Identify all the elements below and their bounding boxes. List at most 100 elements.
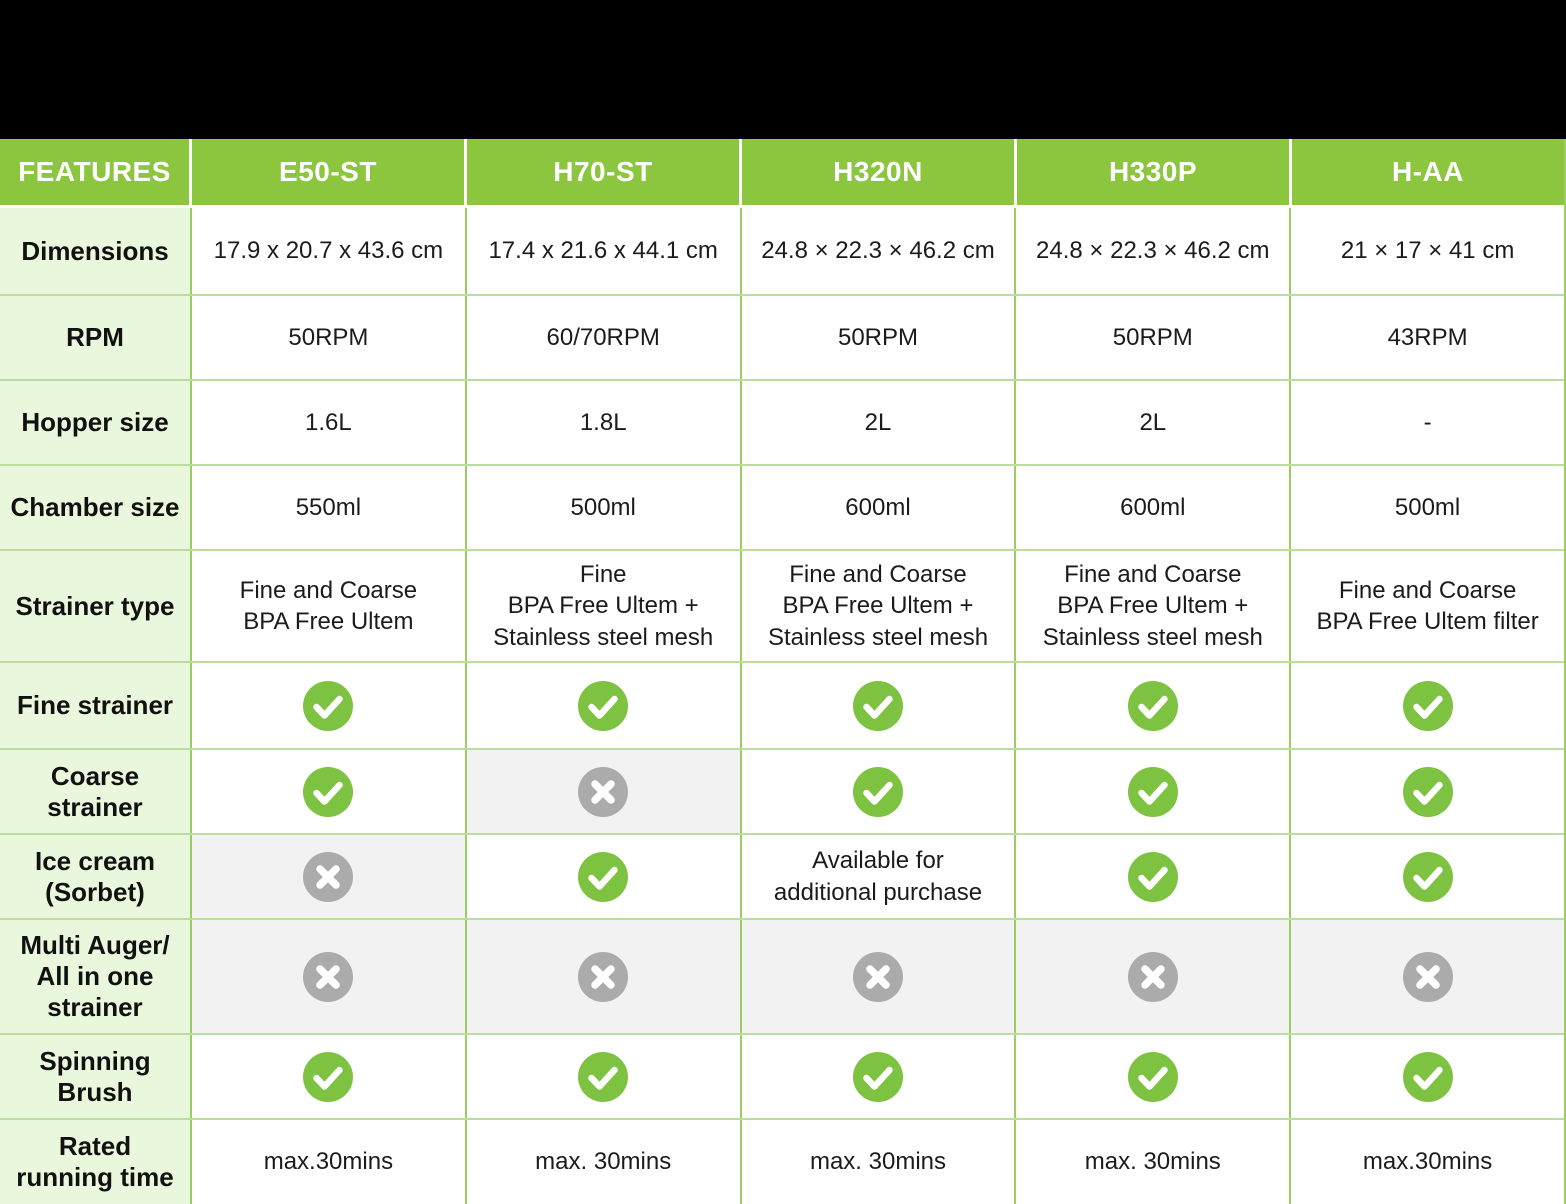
value-cell: 24.8 × 22.3 × 46.2 cm — [741, 208, 1017, 294]
cross-cell — [1016, 920, 1292, 1033]
table-row-coarse: Coarse strainer — [0, 750, 1564, 835]
value-cell: 600ml — [741, 466, 1017, 549]
value-cell: 1.6L — [192, 381, 467, 464]
value-text: 50RPM — [837, 323, 918, 351]
check-cell — [1291, 835, 1564, 918]
value-cell: Fine and Coarse BPA Free Ultem + Stainle… — [1016, 551, 1292, 661]
check-icon — [1127, 851, 1178, 902]
value-cell: Available for additional purchase — [741, 835, 1017, 918]
check-icon — [1402, 1051, 1453, 1102]
value-cell: - — [1291, 381, 1564, 464]
value-text: 50RPM — [1112, 323, 1193, 351]
table-row-rated: Rated running time max.30mins max. 30mins m… — [0, 1120, 1564, 1204]
value-cell: 2L — [1016, 381, 1292, 464]
value-cell: max. 30mins — [741, 1120, 1017, 1204]
table-row-strainer-type: Strainer type Fine and Coarse BPA Free Ul… — [0, 551, 1564, 663]
column-header-h320n: H320N — [742, 139, 1017, 205]
column-header-h-aa: H-AA — [1392, 156, 1464, 187]
value-cell: 21 × 17 × 41 cm — [1291, 208, 1564, 294]
check-cell — [741, 1035, 1017, 1118]
value-text: 500ml — [1394, 493, 1461, 521]
feature-cell-spinning: Spinning Brush — [0, 1035, 192, 1118]
table-row-fine-strainer: Fine strainer — [0, 663, 1564, 750]
check-cell — [192, 750, 467, 833]
check-icon — [1127, 680, 1178, 731]
value-text: 24.8 × 22.3 × 46.2 cm — [1036, 237, 1270, 265]
value-cell: 60/70RPM — [466, 296, 742, 379]
feature-cell-dimensions: Dimensions — [0, 208, 192, 294]
value-cell: Fine BPA Free Ultem + Stainless steel me… — [466, 551, 742, 661]
check-cell — [1291, 663, 1564, 748]
value-text: max.30mins — [1362, 1148, 1493, 1176]
table-row-multi-auger: Multi Auger/ All in one strainer — [0, 920, 1564, 1035]
check-icon — [303, 766, 354, 817]
column-header-h330p: H330P — [1017, 139, 1292, 205]
value-cell: Fine and Coarse BPA Free Ultem + Stainle… — [741, 551, 1017, 661]
cross-icon — [1402, 951, 1453, 1002]
value-cell: 50RPM — [1016, 296, 1292, 379]
check-icon — [578, 1051, 629, 1102]
cross-icon — [1127, 951, 1178, 1002]
features-header: FEATURES — [0, 139, 192, 205]
value-cell: max. 30mins — [1016, 1120, 1292, 1204]
check-cell — [741, 663, 1017, 748]
check-icon — [578, 851, 629, 902]
check-cell — [1016, 1035, 1292, 1118]
feature-cell-multi-auger: Multi Auger/ All in one strainer — [0, 920, 192, 1033]
value-text: max. 30mins — [1084, 1148, 1221, 1176]
value-text: max. 30mins — [809, 1148, 947, 1176]
cross-icon — [303, 951, 354, 1002]
value-text: 600ml — [1120, 493, 1186, 521]
value-cell: Fine and Coarse BPA Free Ultem filter — [1291, 551, 1564, 661]
check-icon — [1402, 680, 1453, 731]
value-cell: max.30mins — [192, 1120, 467, 1204]
table-row-rpm: RPM 50RPM 60/70RPM 50RPM 50RPM 43RPM — [0, 296, 1564, 381]
value-text: 1.8L — [579, 408, 627, 436]
check-cell — [1291, 750, 1564, 833]
table-row-dimensions: Dimensions 17.9 x 20.7 x 43.6 cm 17.4 x 21… — [0, 208, 1564, 296]
table-body: Dimensions 17.9 x 20.7 x 43.6 cm 17.4 x 21… — [0, 208, 1564, 1204]
check-icon — [1402, 851, 1453, 902]
value-text: Available for additional purchase — [773, 847, 983, 906]
value-cell: 50RPM — [192, 296, 467, 379]
value-text: 600ml — [845, 493, 911, 521]
feature-cell-rpm: RPM — [0, 296, 192, 379]
check-cell — [192, 1035, 467, 1118]
check-icon — [852, 766, 903, 817]
value-cell: Fine and Coarse BPA Free Ultem — [192, 551, 467, 661]
feature-cell-fine-strainer: Fine strainer — [0, 663, 192, 748]
value-text: 500ml — [570, 493, 636, 521]
top-banner — [0, 0, 1566, 139]
feature-cell-coarse: Coarse strainer — [0, 750, 192, 833]
table-row-chamber-size: Chamber size 550ml 500ml 600ml 600ml 500ml — [0, 466, 1564, 551]
check-icon — [1402, 766, 1453, 817]
value-text: 43RPM — [1387, 323, 1468, 351]
value-text: 24.8 × 22.3 × 46.2 cm — [761, 237, 995, 265]
column-header-h70-st: H70-ST — [467, 139, 742, 205]
value-text: 50RPM — [288, 323, 369, 351]
check-cell — [1016, 750, 1292, 833]
check-icon — [1127, 1051, 1178, 1102]
value-text: 17.9 x 20.7 x 43.6 cm — [213, 237, 444, 265]
cross-icon — [578, 766, 629, 817]
cross-cell — [192, 835, 467, 918]
check-icon — [1127, 766, 1178, 817]
value-text: 17.4 x 21.6 x 44.1 cm — [488, 237, 718, 265]
check-cell — [1016, 663, 1292, 748]
value-cell: 550ml — [192, 466, 467, 549]
value-cell: max. 30mins — [466, 1120, 742, 1204]
check-icon — [303, 680, 354, 731]
value-text: - — [1423, 408, 1432, 436]
check-icon — [852, 1051, 903, 1102]
value-cell: 600ml — [1016, 466, 1292, 549]
value-text: Fine and Coarse BPA Free Ultem — [239, 576, 418, 635]
value-cell: 17.4 x 21.6 x 44.1 cm — [466, 208, 742, 294]
cross-cell — [466, 750, 742, 833]
check-icon — [852, 680, 903, 731]
value-text: max. 30mins — [535, 1148, 672, 1176]
value-text: 60/70RPM — [546, 323, 660, 351]
column-header-e50-st: E50-ST — [192, 139, 467, 205]
value-cell: 24.8 × 22.3 × 46.2 cm — [1016, 208, 1292, 294]
value-cell: max.30mins — [1291, 1120, 1564, 1204]
value-text: 21 × 17 × 41 cm — [1340, 237, 1515, 265]
